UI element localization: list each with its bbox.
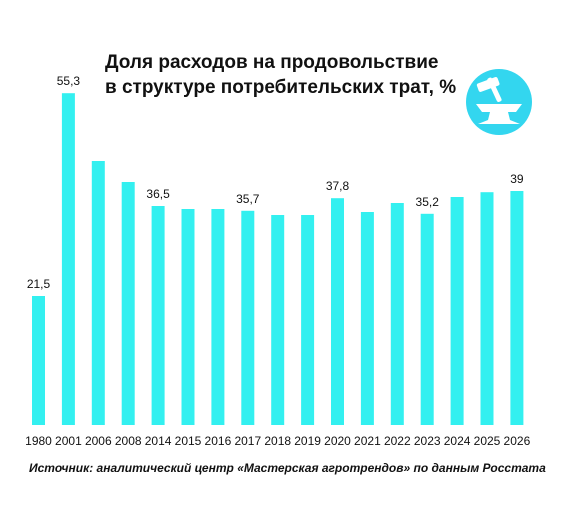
bar-2014 <box>151 206 165 425</box>
x-tick-2020: 2020 <box>324 434 351 448</box>
source-note: Источник: аналитический центр «Мастерска… <box>29 461 546 475</box>
bar-2024 <box>450 197 464 425</box>
x-tick-2017: 2017 <box>234 434 261 448</box>
x-tick-2019: 2019 <box>294 434 321 448</box>
bar-2018 <box>271 215 285 425</box>
chart-title-line-2: в структуре потребительских трат, % <box>105 77 456 98</box>
bar-2025 <box>480 192 494 425</box>
x-tick-2026: 2026 <box>504 434 531 448</box>
data-labels-group: 21,5 55,3 36,5 35,7 37,8 35,2 39 <box>27 74 524 291</box>
x-tick-2015: 2015 <box>175 434 202 448</box>
x-tick-2025: 2025 <box>474 434 501 448</box>
x-tick-2006: 2006 <box>85 434 112 448</box>
bar-2026 <box>510 191 524 425</box>
data-label-2026: 39 <box>510 172 524 186</box>
bars-group <box>32 93 524 425</box>
bar-2008 <box>121 182 135 425</box>
bar-2017 <box>241 210 255 425</box>
data-label-2023: 35,2 <box>416 195 440 209</box>
anvil-hammer-icon <box>466 69 532 135</box>
x-tick-2021: 2021 <box>354 434 381 448</box>
logo-circle <box>466 69 532 135</box>
bar-2021 <box>360 212 374 425</box>
bar-2022 <box>390 203 404 425</box>
hammer-handle <box>487 77 502 102</box>
bar-2023 <box>420 213 434 425</box>
chart-title-line-1: Доля расходов на продовольствие <box>105 52 438 73</box>
bar-2006 <box>91 161 105 425</box>
data-label-1980: 21,5 <box>27 277 51 291</box>
x-tick-2018: 2018 <box>264 434 291 448</box>
bar-2020 <box>331 198 344 425</box>
x-axis-ticks: 1980 2001 2006 2008 2014 2015 2016 2017 2018 2019… <box>25 434 530 448</box>
x-tick-2016: 2016 <box>205 434 232 448</box>
data-label-2001: 55,3 <box>57 74 81 88</box>
x-tick-2023: 2023 <box>414 434 441 448</box>
x-tick-2001: 2001 <box>55 434 82 448</box>
bar-2001 <box>61 93 75 425</box>
data-label-2020: 37,8 <box>326 179 350 193</box>
data-label-2017: 35,7 <box>236 192 260 206</box>
x-tick-1980: 1980 <box>25 434 52 448</box>
x-tick-2014: 2014 <box>145 434 172 448</box>
chart-title: Доля расходов на продовольствие в структ… <box>105 52 456 98</box>
data-label-2014: 36,5 <box>146 187 170 201</box>
anvil-shape <box>476 104 522 124</box>
x-tick-2022: 2022 <box>384 434 411 448</box>
x-tick-2024: 2024 <box>444 434 471 448</box>
bar-2015 <box>181 209 195 425</box>
x-tick-2008: 2008 <box>115 434 142 448</box>
hammer-head <box>476 77 500 92</box>
bar-2016 <box>211 209 225 425</box>
bar-2019 <box>301 215 315 425</box>
bar-1980 <box>32 296 45 425</box>
